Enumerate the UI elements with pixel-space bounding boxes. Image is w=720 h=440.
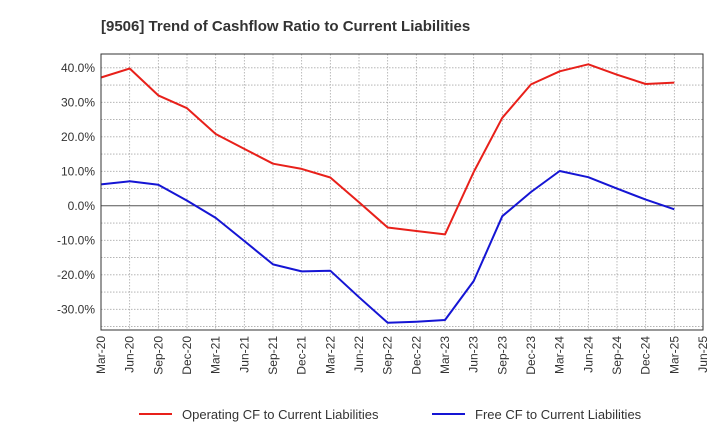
plot-area-frame (100, 53, 704, 331)
y-axis-tick-labels: -30.0% -20.0% -10.0% 0.0% 10.0% 20.0% 30.0% 40.… (57, 61, 95, 316)
x-tick-label: Dec-20 (180, 336, 194, 375)
x-tick-label: Jun-22 (352, 336, 366, 373)
legend: Operating CF to Current Liabilities Free … (139, 407, 642, 422)
series-lines (100, 63, 675, 324)
x-tick-label: Mar-20 (94, 336, 108, 374)
x-tick-label: Mar-23 (438, 336, 452, 374)
y-tick-label: 20.0% (61, 130, 95, 144)
x-tick-label: Mar-24 (553, 336, 567, 374)
x-tick-label: Jun-25 (696, 336, 710, 373)
legend-label: Free CF to Current Liabilities (475, 407, 642, 422)
y-tick-label: -20.0% (57, 268, 95, 282)
x-tick-label: Sep-23 (495, 336, 509, 375)
x-tick-label: Dec-21 (295, 336, 309, 375)
x-tick-label: Mar-21 (209, 336, 223, 374)
y-tick-label: -10.0% (57, 233, 95, 247)
x-tick-label: Sep-20 (151, 336, 165, 375)
series-line-operating-cf (100, 63, 675, 236)
grid-lines (100, 54, 704, 330)
legend-label: Operating CF to Current Liabilities (182, 407, 379, 422)
x-tick-label: Jun-21 (237, 336, 251, 373)
y-tick-label: 0.0% (68, 199, 96, 213)
x-tick-label: Dec-24 (639, 336, 653, 375)
x-tick-label: Sep-24 (610, 336, 624, 375)
x-tick-label: Dec-22 (409, 336, 423, 375)
x-tick-label: Sep-21 (266, 336, 280, 375)
series-line-free-cf (100, 170, 675, 324)
x-tick-label: Jun-24 (581, 336, 595, 373)
y-tick-label: 10.0% (61, 164, 95, 178)
x-axis-tick-labels: Mar-20 Jun-20 Sep-20 Dec-20 Mar-21 Jun-21 Sep-… (94, 336, 710, 375)
x-tick-label: Mar-22 (323, 336, 337, 374)
x-tick-label: Dec-23 (524, 336, 538, 375)
y-tick-label: 30.0% (61, 95, 95, 109)
x-tick-label: Jun-20 (123, 336, 137, 373)
x-tick-label: Mar-25 (667, 336, 681, 374)
x-tick-label: Sep-22 (381, 336, 395, 375)
y-tick-label: -30.0% (57, 302, 95, 316)
x-tick-label: Jun-23 (467, 336, 481, 373)
chart-title: [9506] Trend of Cashflow Ratio to Curren… (101, 18, 470, 35)
y-tick-label: 40.0% (61, 61, 95, 75)
